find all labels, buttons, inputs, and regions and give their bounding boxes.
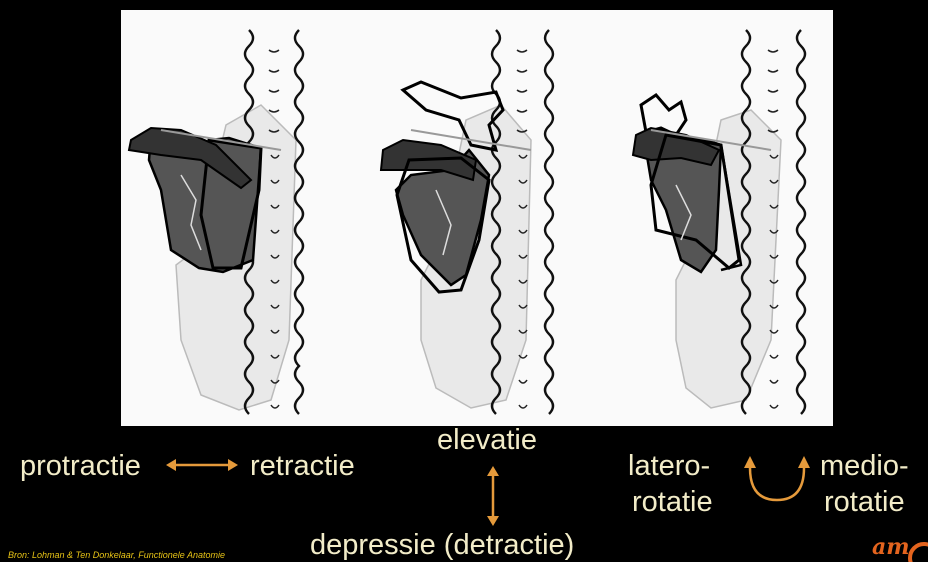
label-depression: depressie (detractie) — [310, 529, 575, 561]
double-arrow-horizontal-icon — [166, 457, 238, 473]
label-medio-line2: rotatie — [824, 486, 905, 518]
panel-rotation — [631, 29, 807, 415]
label-protraction: protractie — [20, 450, 141, 482]
title-fragment — [380, 0, 560, 6]
double-arrow-vertical-icon — [485, 466, 501, 526]
scapula-illustrations — [127, 29, 807, 415]
source-citation: Bron: Lohman & Ten Donkelaar, Functionel… — [8, 550, 225, 560]
label-elevation: elevatie — [437, 424, 537, 456]
scapula-movement-figure — [121, 10, 833, 426]
curved-double-arrow-icon — [742, 456, 812, 504]
label-latero-line1: latero- — [628, 450, 711, 482]
panel-elevation-depression — [379, 29, 555, 415]
spine-3 — [740, 29, 807, 415]
label-retraction: retractie — [250, 450, 355, 482]
logo-mark-icon — [906, 540, 928, 562]
label-medio-line1: medio- — [820, 450, 909, 482]
label-latero-line2: rotatie — [632, 486, 713, 518]
am-logo: am — [872, 534, 910, 560]
panel-protraction-retraction — [127, 29, 305, 415]
